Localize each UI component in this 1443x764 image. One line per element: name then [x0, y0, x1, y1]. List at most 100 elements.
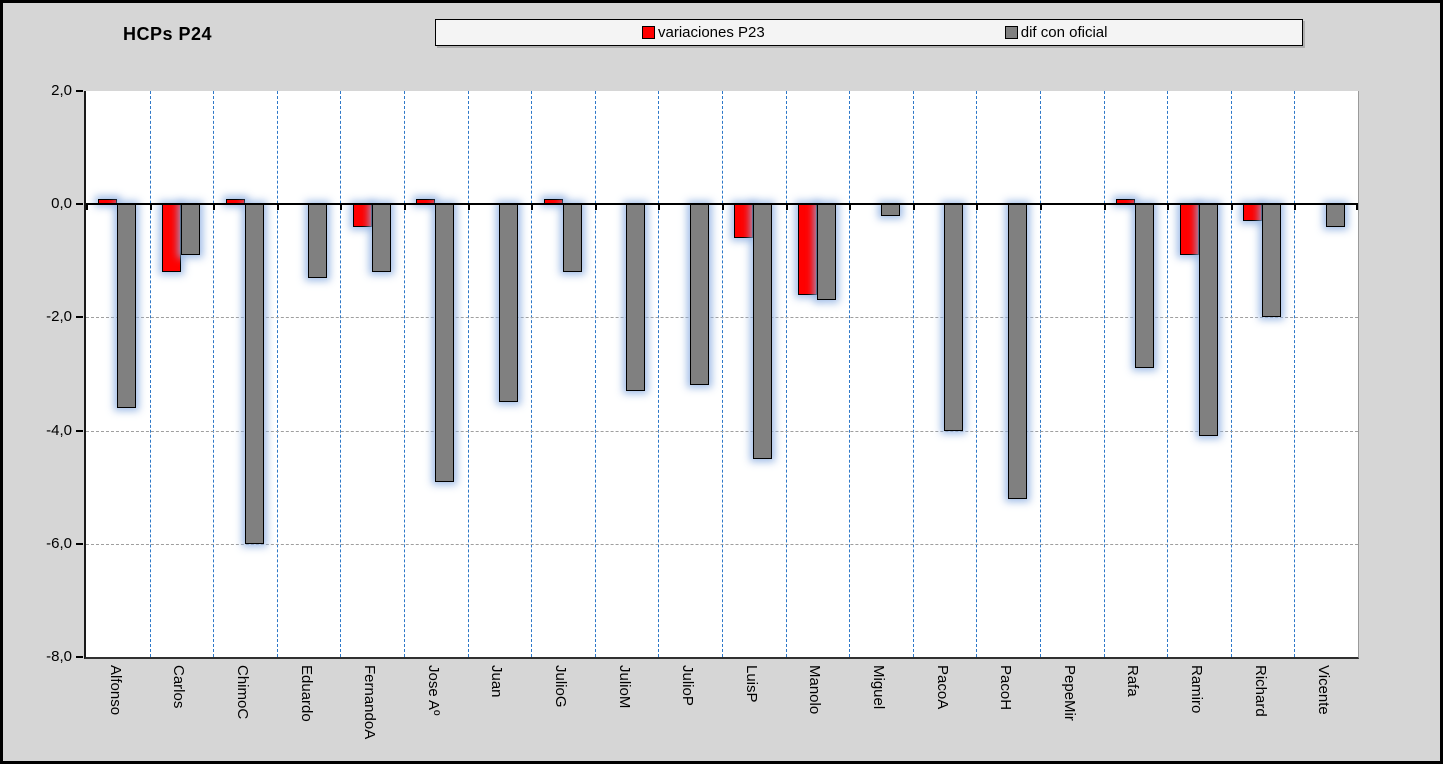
x-axis-tick [1040, 204, 1042, 211]
y-axis-label: -2,0 [46, 308, 72, 326]
legend-swatch-red [642, 26, 655, 39]
x-axis-category-label: Vicente [1315, 665, 1333, 715]
x-axis-tick [976, 204, 979, 211]
legend-entry-variaciones-p23: variaciones P23 [642, 24, 765, 41]
vertical-gridline [213, 91, 215, 657]
x-axis-category-label: PacoA [933, 665, 951, 710]
x-axis-category-label: LuisP [742, 665, 760, 703]
x-axis-category-label: Miguel [870, 665, 887, 710]
legend-label: dif con oficial [1020, 24, 1108, 41]
bar-dif-con-oficial-Ramiro [1198, 204, 1218, 437]
x-axis-tick [1103, 204, 1106, 211]
legend: variaciones P23 dif con oficial [435, 19, 1303, 46]
y-axis-tick [76, 316, 83, 319]
x-axis-category-label: PepeMir [1060, 665, 1078, 721]
vertical-gridline [722, 91, 723, 657]
x-axis-category-label: Jose Aº [424, 665, 442, 716]
y-axis-tick [76, 542, 83, 545]
x-axis-tick [86, 204, 88, 211]
x-axis-tick [340, 204, 343, 211]
x-axis-tick [849, 204, 852, 211]
x-axis-tick [467, 204, 470, 211]
x-axis-category-label: PacoH [997, 665, 1015, 711]
x-axis-tick [1167, 204, 1170, 211]
vertical-gridline [276, 91, 278, 657]
plot-area [84, 91, 1359, 659]
vertical-gridline [658, 91, 660, 657]
bar-variaciones-p23-LuisP [734, 204, 754, 239]
vertical-gridline [340, 91, 342, 657]
vertical-gridline [404, 91, 405, 657]
vertical-gridline [912, 91, 914, 657]
horizontal-gridline [86, 543, 1358, 545]
bar-dif-con-oficial-ChimoC [244, 204, 264, 544]
legend-entry-dif-con-oficial: dif con oficial [1004, 24, 1108, 41]
bar-dif-con-oficial-JulioM [626, 204, 646, 391]
legend-label: variaciones P23 [658, 24, 765, 41]
vertical-gridline [531, 91, 533, 657]
y-axis-label: -8,0 [46, 648, 72, 665]
horizontal-gridline [86, 430, 1358, 432]
y-axis-label: -4,0 [46, 421, 72, 439]
bar-dif-con-oficial-PacoH [1007, 204, 1027, 499]
bar-dif-con-oficial-PacoA [944, 204, 964, 431]
x-axis-category-label: Richard [1251, 665, 1269, 717]
bar-dif-con-oficial-JulioG [562, 204, 582, 273]
y-axis-tick [76, 90, 83, 92]
bar-dif-con-oficial-Vicente [1325, 204, 1345, 227]
y-axis-label: -6,0 [46, 534, 72, 552]
bar-dif-con-oficial-Manolo [816, 204, 836, 301]
x-axis-category-label: Manolo [806, 665, 824, 715]
bar-variaciones-p23-Manolo [797, 204, 817, 295]
bar-dif-con-oficial-Rafa [1134, 204, 1154, 369]
bar-variaciones-p23-FernandoA [352, 204, 372, 227]
x-axis-tick [594, 204, 597, 211]
vertical-gridline [467, 91, 469, 657]
x-axis-category-label: Juan [488, 665, 506, 698]
vertical-gridline [1294, 91, 1296, 657]
bar-variaciones-p23-Richard [1243, 204, 1263, 222]
vertical-gridline [1167, 91, 1169, 657]
x-axis-tick [1294, 204, 1297, 211]
bar-variaciones-p23-Ramiro [1179, 204, 1199, 256]
y-axis-tick [76, 656, 83, 658]
bar-dif-con-oficial-Juan [498, 204, 518, 403]
bar-dif-con-oficial-JulioP [689, 204, 709, 386]
vertical-gridline [1040, 91, 1041, 657]
bar-dif-con-oficial-Carlos [180, 204, 200, 256]
y-axis-tick [76, 429, 83, 432]
chart-title: HCPs P24 [123, 24, 213, 44]
horizontal-gridline [86, 317, 1358, 319]
x-axis-tick [722, 204, 724, 211]
x-axis-category-label: Rafa [1124, 665, 1142, 697]
x-axis-category-label: Ramiro [1188, 665, 1205, 714]
x-axis-category-label: Alfonso [106, 665, 124, 716]
x-axis-tick [149, 204, 152, 211]
x-axis-tick [1356, 204, 1358, 211]
vertical-gridline [1230, 91, 1232, 657]
x-axis-tick [912, 204, 915, 211]
vertical-gridline [785, 91, 787, 657]
vertical-gridline [1103, 91, 1105, 657]
x-axis-tick [531, 204, 534, 211]
y-axis-label: 2,0 [51, 82, 72, 99]
legend-swatch-gray [1004, 26, 1018, 39]
vertical-gridline [594, 91, 596, 657]
x-axis-category-label: JulioG [552, 665, 569, 708]
bar-dif-con-oficial-Richard [1262, 204, 1282, 318]
vertical-gridline [149, 91, 151, 657]
x-axis-tick [276, 204, 279, 211]
x-axis-category-label: ChimoC [234, 665, 251, 720]
x-axis-category-label: Eduardo [297, 665, 315, 722]
vertical-gridline [976, 91, 978, 657]
x-axis-tick [1230, 204, 1233, 211]
y-axis-tick [76, 203, 83, 206]
bar-variaciones-p23-Carlos [161, 204, 181, 273]
x-axis-category-label: Carlos [170, 665, 188, 709]
x-axis-tick [658, 204, 661, 211]
x-axis-tick [213, 204, 216, 211]
vertical-gridline [849, 91, 851, 657]
bar-dif-con-oficial-FernandoA [371, 204, 391, 273]
bar-dif-con-oficial-Miguel [880, 204, 900, 216]
